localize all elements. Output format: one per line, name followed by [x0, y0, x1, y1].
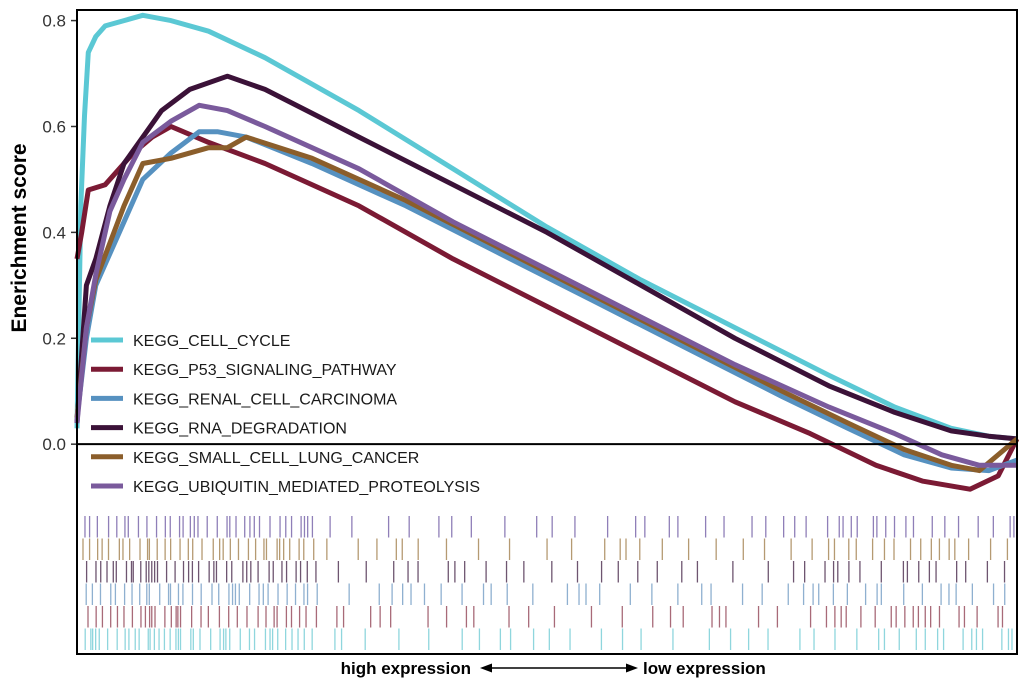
series-line-kegg-cell-cycle	[74, 12, 1018, 442]
enrichment-lines	[74, 12, 1019, 492]
y-axis-ticks: 0.0 0.2 0.4 0.6 0.8	[42, 12, 77, 454]
legend-label: KEGG_UBIQUITIN_MEDIATED_PROTEOLYSIS	[133, 479, 480, 496]
legend-label: KEGG_RENAL_CELL_CARCINOMA	[133, 391, 397, 408]
x-axis-annotation: high expression low expression	[341, 659, 766, 678]
legend-label: KEGG_RNA_DEGRADATION	[133, 421, 347, 438]
y-tick-label: 0.0	[42, 435, 66, 454]
series-line-kegg-p53-signaling-pathway	[74, 124, 1019, 492]
legend: KEGG_CELL_CYCLE KEGG_P53_SIGNALING_PATHWA…	[91, 333, 480, 496]
legend-label: KEGG_CELL_CYCLE	[133, 333, 290, 350]
x-label-left: high expression	[341, 659, 471, 678]
arrow-left-icon	[480, 663, 492, 673]
gene-hit-tracks	[82, 516, 1015, 650]
series-line-kegg-rna-degradation	[74, 73, 1018, 442]
series-line-kegg-small-cell-lung-cancer	[74, 134, 1019, 474]
y-tick-label: 0.4	[42, 223, 66, 242]
y-tick-label: 0.6	[42, 117, 66, 136]
y-tick-label: 0.8	[42, 12, 66, 31]
arrow-right-icon	[626, 663, 638, 673]
y-tick-label: 0.2	[42, 329, 66, 348]
plot-frame	[76, 9, 1018, 655]
series-line-kegg-renal-cell-carcinoma	[74, 129, 1018, 474]
x-label-right: low expression	[643, 659, 766, 678]
y-axis-title: Enerichment score	[8, 143, 31, 332]
legend-label: KEGG_P53_SIGNALING_PATHWAY	[133, 362, 397, 379]
legend-label: KEGG_SMALL_CELL_LUNG_CANCER	[133, 450, 419, 467]
series-line-kegg-ubiquitin-mediated-proteolysis	[74, 102, 1017, 468]
